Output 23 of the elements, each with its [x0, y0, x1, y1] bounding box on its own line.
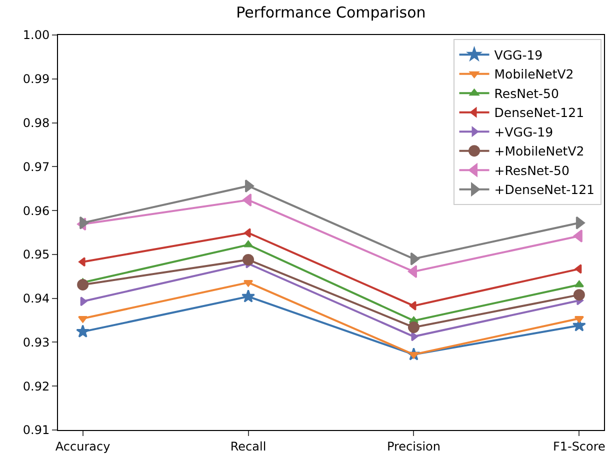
legend-label: DenseNet-121	[494, 105, 584, 120]
legend-label: VGG-19	[494, 47, 543, 62]
chart-title: Performance Comparison	[236, 3, 426, 22]
legend-label: +VGG-19	[494, 124, 554, 140]
y-tick-label: 0.91	[22, 423, 50, 438]
x-tick-label: Accuracy	[55, 439, 110, 454]
legend-label: MobileNetV2	[494, 66, 574, 82]
y-tick-label: 0.96	[22, 204, 50, 218]
y-tick-label: 0.95	[22, 248, 50, 262]
y-tick-label: 0.97	[22, 160, 50, 174]
x-tick-label: Precision	[386, 439, 441, 454]
y-tick-label: 0.98	[22, 116, 50, 130]
legend-label: +ResNet-50	[494, 162, 570, 178]
legend-label: +DenseNet-121	[494, 182, 595, 198]
y-tick-label: 0.93	[22, 335, 50, 350]
x-tick-label: Recall	[230, 439, 266, 454]
y-tick-label: 0.92	[22, 379, 50, 394]
x-tick-label: F1-Score	[552, 439, 606, 454]
legend-label: ResNet-50	[494, 86, 559, 101]
y-tick-label: 0.99	[22, 72, 50, 86]
y-tick-label: 0.94	[22, 292, 50, 306]
legend-label: +MobileNetV2	[494, 144, 584, 159]
y-tick-label: 1.00	[22, 28, 50, 42]
